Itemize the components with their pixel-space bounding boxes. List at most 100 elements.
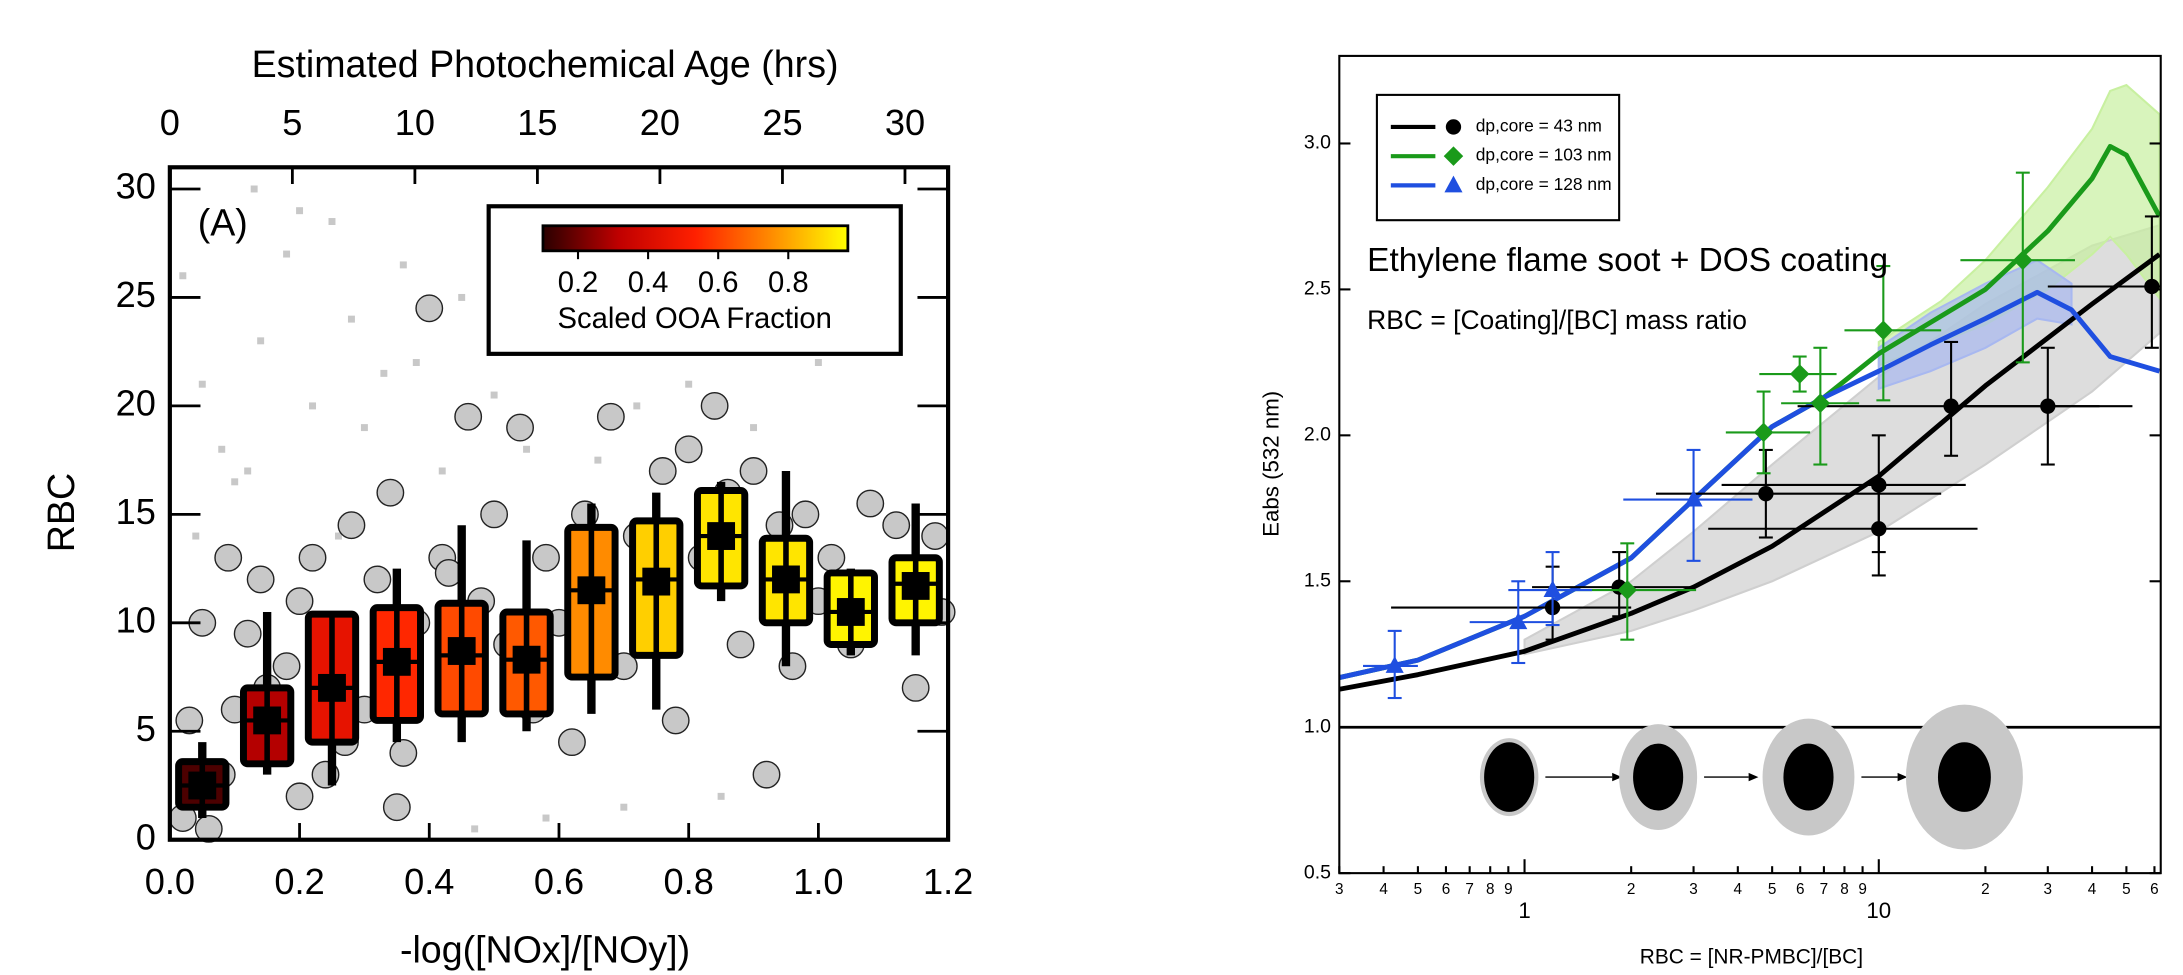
x-tick-label: 4 xyxy=(2088,881,2097,898)
data-point xyxy=(382,793,411,822)
legend-label: dp,core = 103 nm xyxy=(1476,145,1612,165)
data-point xyxy=(558,728,586,757)
x-tick-label: 9 xyxy=(1858,881,1867,898)
x-tick-label: 5 xyxy=(1768,881,1777,898)
y-tick-label: 1.0 xyxy=(1304,715,1331,737)
x-tick-label: 0.6 xyxy=(534,861,584,902)
box-mean xyxy=(253,706,282,735)
box-mean xyxy=(901,572,930,600)
y-tick-label: 0.5 xyxy=(1304,861,1331,883)
x-tick-label: 0.4 xyxy=(404,861,454,902)
data-point xyxy=(246,565,275,594)
x2-tick-label: 10 xyxy=(395,102,435,143)
background-point xyxy=(620,803,628,811)
data-point xyxy=(2013,250,2033,270)
data-point xyxy=(233,619,262,648)
colorbar-label: Scaled OOA Fraction xyxy=(557,303,831,335)
data-point xyxy=(194,814,223,843)
y-tick-label: 10 xyxy=(116,599,156,640)
data-point xyxy=(214,543,243,572)
x-tick-label: 3 xyxy=(1335,881,1344,898)
top-axis-title: Estimated Photochemical Age (hrs) xyxy=(252,43,839,85)
data-point xyxy=(817,543,846,572)
legend-marker xyxy=(1445,119,1462,135)
fit-line xyxy=(1339,252,2161,692)
data-point xyxy=(532,543,560,572)
x-tick-label: 4 xyxy=(1734,881,1743,898)
y-tick-label: 3.0 xyxy=(1304,132,1331,154)
data-point xyxy=(298,543,327,572)
data-point xyxy=(1684,489,1703,507)
box-mean xyxy=(512,645,541,674)
x-tick-label: 8 xyxy=(1840,881,1849,898)
x-tick-label: 2 xyxy=(1981,881,1990,898)
x-tick-label: 10 xyxy=(1866,898,1891,923)
box-mean xyxy=(447,637,476,665)
colorbar-tick-label: 0.4 xyxy=(628,267,669,299)
x2-tick-label: 25 xyxy=(762,102,802,143)
data-point xyxy=(1753,422,1774,443)
background-point xyxy=(633,402,641,410)
background-point xyxy=(750,424,758,432)
x-tick-label: 5 xyxy=(1414,881,1423,898)
x-tick-label: 8 xyxy=(1486,881,1495,898)
x2-tick-label: 5 xyxy=(282,102,302,143)
data-point xyxy=(856,489,885,518)
background-point xyxy=(257,337,265,345)
background-point xyxy=(192,532,200,540)
background-point xyxy=(347,315,355,323)
background-point xyxy=(380,369,388,377)
data-point xyxy=(376,478,405,507)
background-point xyxy=(399,261,407,269)
y-tick-label: 30 xyxy=(116,166,156,207)
x-axis-label: RBC = [NR-PMBC]/[BC] xyxy=(1640,946,1863,969)
background-point xyxy=(412,359,420,366)
y-tick-label: 1.5 xyxy=(1304,569,1331,591)
data-point xyxy=(700,391,729,420)
y-tick-label: 20 xyxy=(116,382,156,423)
box-mean xyxy=(836,598,865,626)
data-point xyxy=(337,511,366,540)
y-tick-label: 5 xyxy=(136,708,156,749)
y-tick-label: 2.0 xyxy=(1304,423,1331,445)
box-mean xyxy=(318,673,346,702)
background-point xyxy=(198,380,206,388)
x-tick-label: 7 xyxy=(1820,881,1829,898)
x-tick-label: 6 xyxy=(2150,881,2159,898)
x-tick-label: 7 xyxy=(1465,881,1474,898)
data-point xyxy=(1789,364,1810,384)
x2-tick-label: 15 xyxy=(517,102,557,143)
background-point xyxy=(309,402,317,410)
box-mean xyxy=(188,771,217,800)
y-tick-label: 0 xyxy=(136,816,156,857)
data-point xyxy=(285,782,314,811)
colorbar-tick-label: 0.8 xyxy=(768,267,809,299)
background-point xyxy=(244,467,252,475)
legend-marker xyxy=(1444,175,1463,193)
data-point xyxy=(2040,398,2056,414)
data-point xyxy=(648,457,677,485)
data-point xyxy=(674,435,703,464)
data-point xyxy=(726,630,755,659)
background-point xyxy=(594,456,602,464)
background-point xyxy=(250,185,258,193)
background-point xyxy=(542,814,550,822)
legend-marker xyxy=(1443,146,1464,166)
y-tick-label: 25 xyxy=(116,274,156,315)
plot-frame xyxy=(1338,54,2162,875)
data-point xyxy=(739,457,768,485)
x-tick-label: 0.8 xyxy=(664,861,714,902)
x-tick-label: 2 xyxy=(1627,881,1636,898)
background-point xyxy=(283,250,291,258)
data-point xyxy=(1758,486,1774,502)
data-point xyxy=(2144,278,2160,295)
data-point xyxy=(1509,612,1528,630)
box-mean xyxy=(382,647,411,676)
x-tick-label: 4 xyxy=(1379,881,1388,898)
data-point xyxy=(1873,320,1894,341)
y-tick-label: 2.5 xyxy=(1304,278,1331,300)
data-point xyxy=(791,500,820,529)
data-point xyxy=(389,739,418,767)
annotation: Ethylene flame soot + DOS coating xyxy=(1367,242,1888,279)
